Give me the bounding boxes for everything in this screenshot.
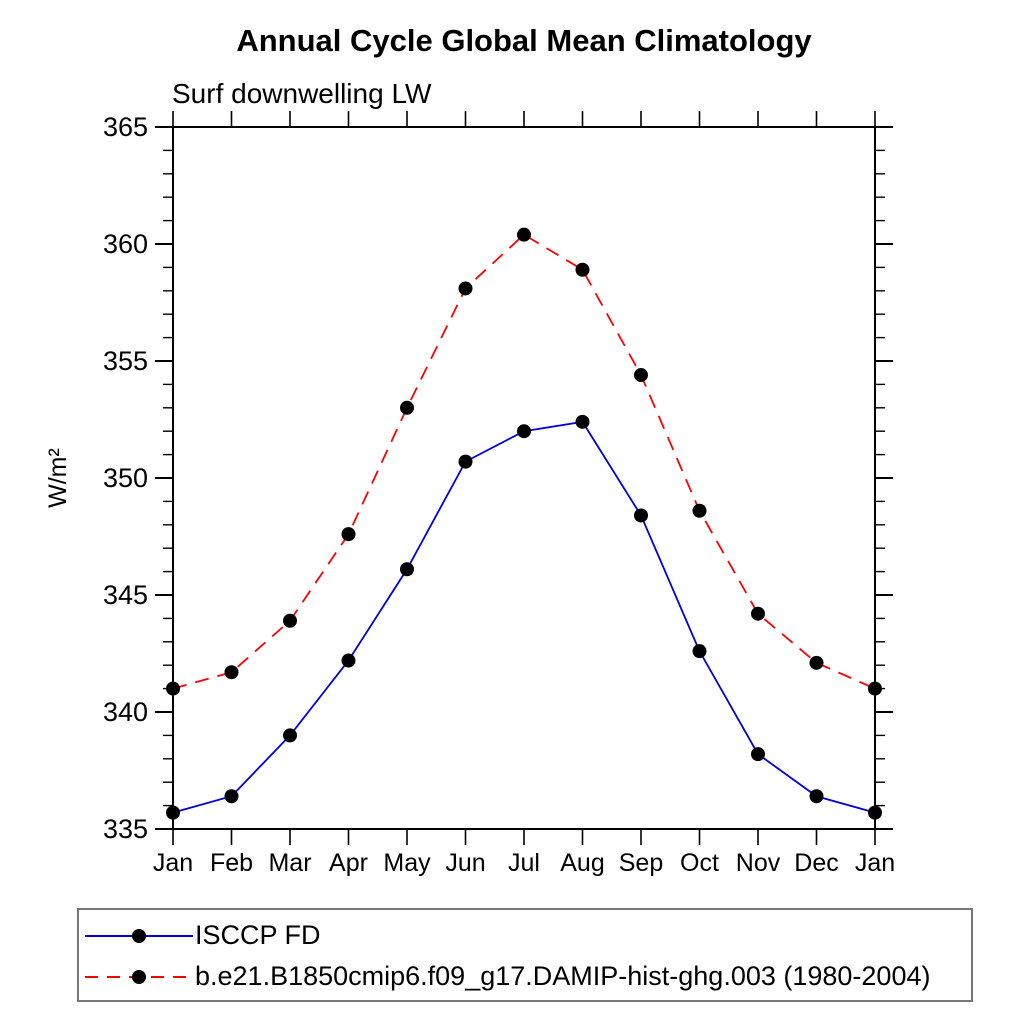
data-point-marker <box>634 508 648 523</box>
y-tick-label: 360 <box>103 229 148 259</box>
series-line-0 <box>172 420 876 814</box>
data-point-marker <box>400 400 414 415</box>
axis-tick-labels: 335 340 345 350 355 360 365 Jan Feb Mar Apr May Jun J… <box>103 112 895 877</box>
y-tick-label: 365 <box>103 112 148 142</box>
x-tick-label: May <box>383 849 431 877</box>
legend-label-isccp: ISCCP FD <box>195 920 321 950</box>
x-tick-label: Mar <box>268 849 311 877</box>
y-tick-label: 355 <box>103 346 148 376</box>
data-point-marker <box>283 613 297 628</box>
data-point-marker <box>458 454 473 469</box>
y-tick-label: 350 <box>103 463 148 493</box>
data-point-marker <box>751 747 765 762</box>
x-tick-label: Jan <box>855 849 895 877</box>
x-tick-label: Oct <box>680 849 719 877</box>
data-point-marker <box>517 424 531 439</box>
legend-swatch-solid-line <box>85 928 193 943</box>
legend-marker-dot <box>132 928 146 943</box>
legend-row-isccp: ISCCP FD <box>79 915 971 956</box>
data-point-marker <box>166 681 180 696</box>
data-point-marker <box>575 414 590 429</box>
legend-label-model: b.e21.B1850cmip6.f09_g17.DAMIP-hist-ghg.… <box>195 961 931 991</box>
y-tick-label: 340 <box>103 697 148 727</box>
data-series <box>166 227 882 820</box>
axis-ticks <box>155 111 893 845</box>
data-point-marker <box>283 728 297 743</box>
x-tick-label: Feb <box>210 849 253 877</box>
data-point-marker <box>868 681 882 696</box>
y-tick-label: 345 <box>103 580 148 610</box>
data-point-marker <box>809 789 824 804</box>
legend-row-model: b.e21.B1850cmip6.f09_g17.DAMIP-hist-ghg.… <box>79 956 971 997</box>
data-point-marker <box>517 227 531 242</box>
data-point-marker <box>224 789 239 804</box>
x-tick-label: Nov <box>736 849 781 877</box>
legend-marker-dot <box>132 969 146 984</box>
x-tick-label: Dec <box>794 849 838 877</box>
data-point-marker <box>166 805 180 820</box>
data-point-marker <box>341 653 356 668</box>
legend: ISCCP FD b.e21.B1850cmip6.f09_g17.DAMIP-… <box>77 908 973 1002</box>
data-point-marker <box>868 805 882 820</box>
data-point-marker <box>575 262 590 277</box>
data-point-marker <box>400 562 414 577</box>
chart-title: Annual Cycle Global Mean Climatology <box>236 23 812 58</box>
data-point-marker <box>458 281 473 296</box>
x-tick-label: Apr <box>329 849 368 877</box>
data-point-marker <box>692 503 707 518</box>
legend-swatch-dashed-line <box>85 969 193 984</box>
y-axis-label: W/m² <box>44 448 72 508</box>
x-tick-label: Jan <box>153 849 193 877</box>
x-tick-label: Jul <box>508 849 540 877</box>
data-point-marker <box>634 368 648 383</box>
x-tick-label: Aug <box>560 849 604 877</box>
data-point-marker <box>224 665 239 680</box>
series-line-1 <box>172 233 876 690</box>
y-tick-label: 335 <box>103 814 148 844</box>
data-point-marker <box>809 655 824 670</box>
data-point-marker <box>341 527 356 542</box>
x-tick-label: Sep <box>619 849 663 877</box>
data-point-marker <box>751 606 765 621</box>
data-point-marker <box>692 644 707 659</box>
chart-subtitle: Surf downwelling LW <box>172 78 432 109</box>
x-tick-label: Jun <box>445 849 485 877</box>
